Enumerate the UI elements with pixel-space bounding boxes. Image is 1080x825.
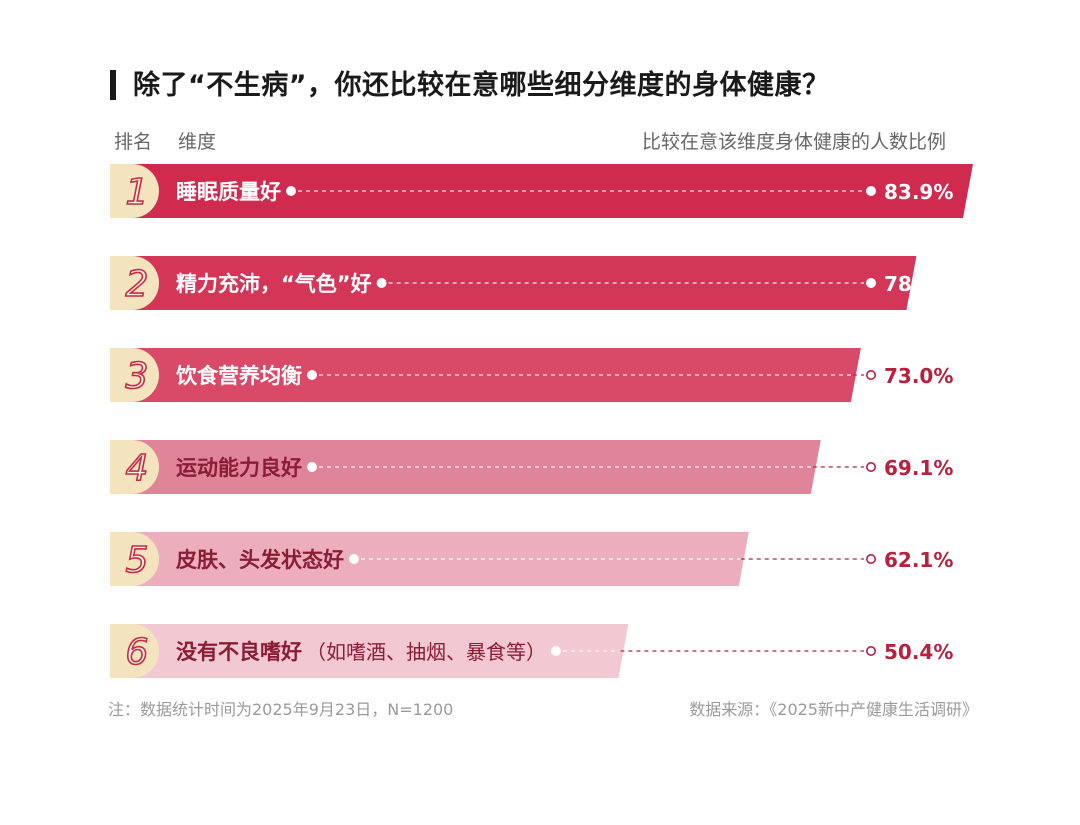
rank-number: 6: [126, 632, 149, 673]
leader-end-dot: [865, 461, 876, 472]
header-rank: 排名: [114, 131, 153, 153]
value-label: 78.4%: [884, 272, 953, 296]
rank-number: 3: [126, 356, 149, 397]
value-label: 50.4%: [884, 640, 953, 664]
leader-start-dot: [376, 278, 387, 288]
bar: [110, 624, 629, 678]
leader-start-dot: [307, 370, 317, 380]
rank-number: 1: [126, 172, 149, 213]
bar: [110, 256, 917, 310]
footer-note: 注：数据统计时间为2025年9月23日，N=1200: [108, 700, 454, 719]
rank-badge: [110, 532, 159, 586]
leader-end-dot: [865, 553, 876, 564]
header-dimension: 维度: [178, 131, 217, 153]
category-label: 精力充沛，“气色”好: [176, 272, 372, 296]
value-label: 69.1%: [884, 456, 953, 480]
rank-number: 5: [126, 540, 149, 581]
rank-badge: [110, 164, 159, 218]
bar: [110, 532, 749, 586]
leader-start-dot: [551, 646, 561, 656]
value-label: 83.9%: [884, 180, 953, 204]
category-label: 睡眠质量好: [176, 180, 281, 204]
footer-source: 数据来源：《2025新中产健康生活调研》: [689, 700, 978, 719]
category-label: 运动能力良好: [176, 456, 302, 480]
leader-start-dot: [286, 186, 296, 196]
rank-number: 2: [126, 264, 149, 305]
value-label: 73.0%: [884, 364, 953, 388]
category-label: 皮肤、头发状态好: [176, 548, 344, 572]
rank-badge: [110, 256, 159, 310]
leader-end-dot: [865, 645, 876, 656]
value-label: 62.1%: [884, 548, 953, 572]
category-note: （如嗜酒、抽烟、暴食等）: [306, 640, 546, 664]
title-accent-bar: [110, 70, 116, 100]
leader-end-dot: [865, 277, 876, 288]
rank-number: 4: [126, 448, 149, 489]
leader-start-dot: [307, 462, 317, 472]
category-label: 饮食营养均衡: [175, 364, 302, 388]
rank-badge: [110, 440, 159, 494]
chart-title: 除了“不生病”，你还比较在意哪些细分维度的身体健康？: [133, 70, 830, 101]
rank-badge: [110, 348, 159, 402]
header-value: 比较在意该维度身体健康的人数比例: [641, 131, 946, 153]
leader-start-dot: [349, 554, 359, 564]
bar: [110, 348, 861, 402]
leader-end-dot: [865, 369, 876, 380]
category-label: 没有不良嗜好: [176, 640, 302, 664]
rank-badge: [110, 624, 159, 678]
leader-end-dot: [865, 186, 876, 197]
